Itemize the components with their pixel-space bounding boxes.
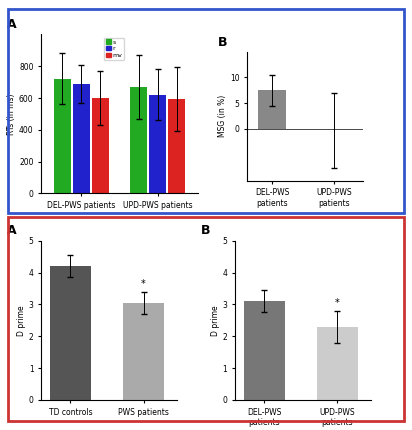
Bar — [258, 90, 286, 129]
Bar — [73, 84, 90, 194]
Bar — [54, 79, 71, 194]
Bar — [50, 266, 91, 400]
Bar — [123, 303, 164, 400]
Bar — [317, 327, 358, 400]
Text: A: A — [7, 224, 17, 237]
Y-axis label: D prime: D prime — [17, 305, 26, 336]
Text: A: A — [7, 18, 16, 31]
Legend: s, r, mv: s, r, mv — [104, 37, 124, 60]
Text: *: * — [141, 279, 146, 289]
Text: *: * — [335, 298, 339, 308]
Bar — [243, 301, 285, 400]
Bar — [130, 87, 147, 194]
Bar — [168, 99, 185, 194]
Text: B: B — [201, 224, 211, 237]
Bar — [149, 95, 166, 194]
Y-axis label: MSG (in %): MSG (in %) — [218, 95, 227, 137]
Bar — [92, 98, 109, 194]
Y-axis label: D prime: D prime — [211, 305, 220, 336]
Text: B: B — [218, 37, 228, 49]
Y-axis label: RTs (in ms): RTs (in ms) — [7, 93, 16, 135]
